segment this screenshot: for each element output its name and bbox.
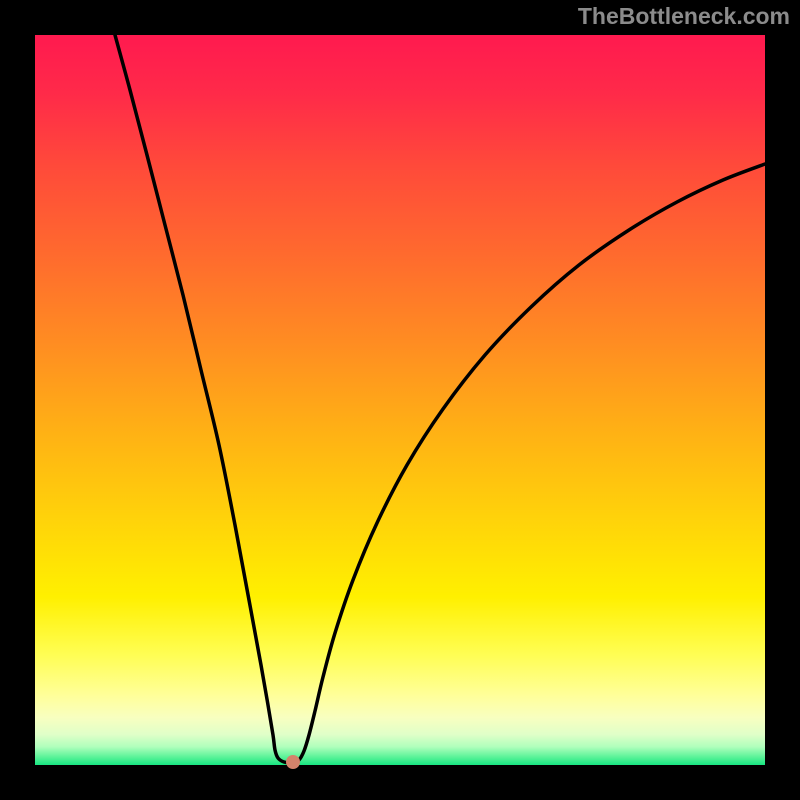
- watermark-text: TheBottleneck.com: [578, 3, 790, 30]
- plot-area: [35, 35, 765, 765]
- optimal-point-marker: [286, 755, 300, 769]
- chart-canvas: TheBottleneck.com: [0, 0, 800, 800]
- curve-path: [115, 35, 765, 763]
- bottleneck-curve: [35, 35, 765, 765]
